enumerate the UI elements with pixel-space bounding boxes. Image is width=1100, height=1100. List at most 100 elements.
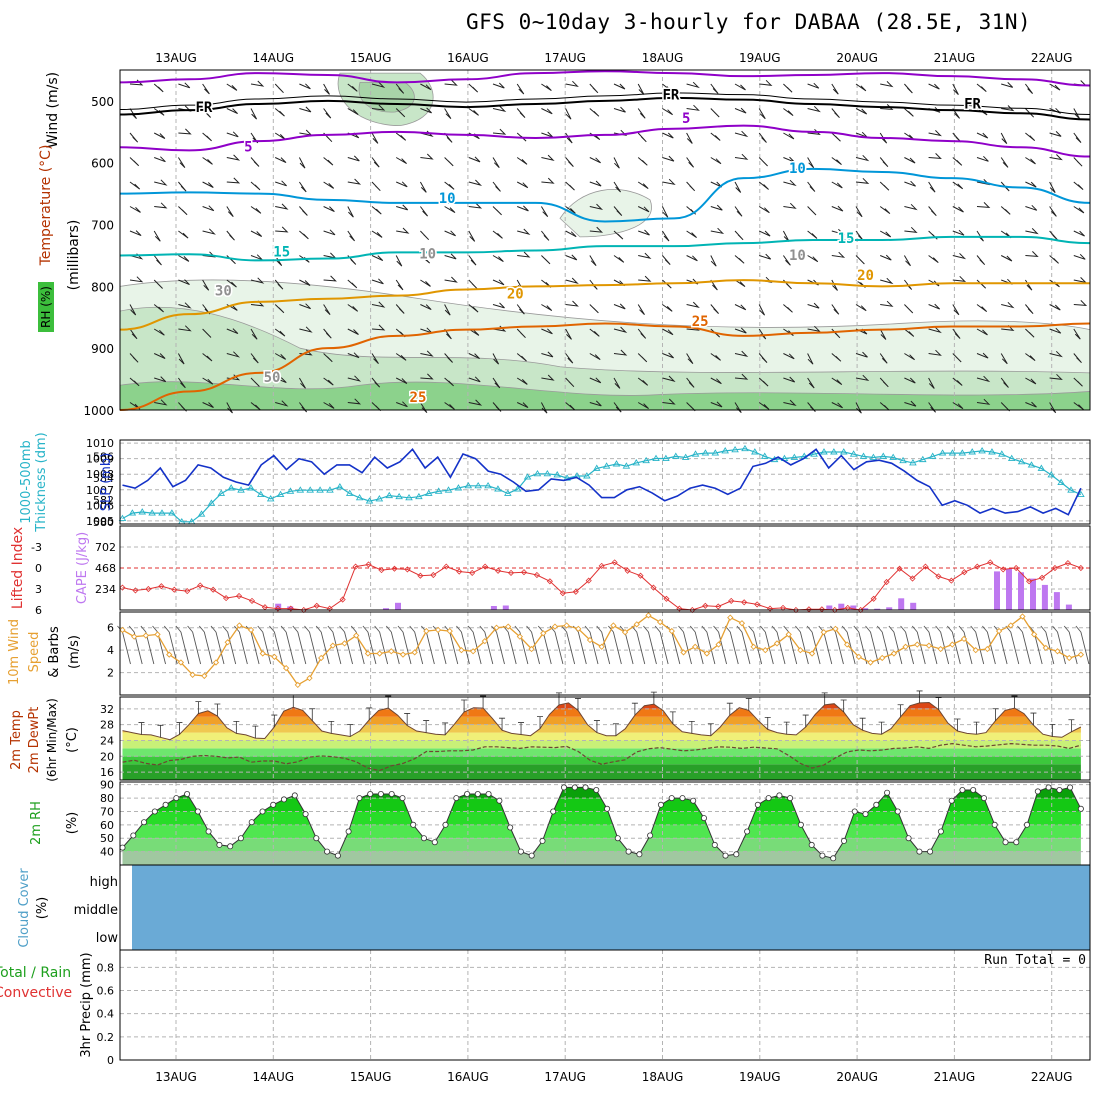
rh-marker: [668, 795, 675, 802]
wind-barb: [250, 181, 261, 191]
minmax-whisker: [726, 702, 733, 716]
wind-barb: [396, 204, 409, 211]
wind-speed-marker: [388, 648, 395, 655]
wind-barb: [250, 206, 262, 214]
wind-barb: [371, 377, 381, 388]
temperature-band: [122, 764, 1081, 780]
thickness-marker: [721, 447, 729, 454]
isotherm-label: 50: [264, 370, 281, 386]
thickness-axis-label-2: Thickness (dm): [34, 432, 49, 532]
wind10m-barb: [175, 625, 190, 665]
isotherm-line: [119, 96, 1091, 121]
slp-axis-label: SLP (mb): [99, 453, 114, 512]
thickness-tick-label: 580: [93, 516, 114, 529]
wind-barb: [202, 181, 214, 188]
lifted-index-marker: [559, 590, 566, 597]
rh-marker: [754, 801, 761, 808]
wind-barb: [710, 132, 721, 141]
wind10m-barb: [678, 625, 692, 665]
thickness-marker: [474, 481, 482, 489]
wind-barb: [226, 279, 237, 288]
wind-barb: [129, 108, 137, 119]
wind-barb: [565, 377, 575, 388]
wind-barb: [1001, 82, 1014, 88]
wind-speed-marker: [890, 650, 898, 657]
wind-barb: [710, 157, 722, 165]
wind-speed-marker: [505, 623, 512, 630]
wind-barb: [734, 130, 749, 138]
wind10m-barb: [491, 625, 505, 665]
thickness-marker: [257, 490, 265, 497]
lifted-index-marker: [961, 569, 968, 576]
wind-speed-marker: [481, 638, 488, 645]
wind-barb: [178, 302, 192, 309]
wind-barb: [879, 157, 889, 168]
li-tick-label: -3: [31, 541, 42, 554]
wind-speed-marker: [259, 650, 266, 657]
minmax-whisker: [404, 713, 411, 726]
wind-barb: [347, 279, 358, 289]
dewpoint-line: [122, 742, 1082, 772]
wind-barb: [880, 81, 894, 88]
wind-barb: [686, 278, 699, 285]
wind-speed-marker: [1031, 631, 1038, 638]
wind-barb: [783, 108, 794, 117]
wind-barb: [904, 377, 916, 384]
wind-barb: [976, 398, 991, 405]
rh-tick-label: 80: [100, 792, 114, 805]
wind10m-barb: [479, 625, 494, 665]
wind-speed-marker: [586, 636, 594, 644]
wind-barb: [710, 83, 719, 94]
wind-barb: [202, 328, 212, 338]
wind-barb: [274, 279, 284, 290]
wind-barb: [1025, 228, 1039, 235]
thickness-marker: [227, 484, 235, 491]
cape-bar: [994, 571, 1000, 610]
wind-barb: [758, 132, 767, 143]
slp-tick-label: 1009: [86, 453, 114, 466]
thickness-marker: [642, 456, 650, 464]
wind-barb: [565, 80, 579, 87]
wind-speed-marker: [142, 632, 149, 639]
wind-barb: [468, 376, 481, 383]
rh-marker: [194, 808, 201, 815]
wind10m-barb: [269, 625, 283, 665]
wind-barb: [396, 181, 408, 188]
wind-speed-marker: [177, 659, 185, 666]
wind10m-barb: [982, 625, 996, 665]
wind-barb: [347, 178, 362, 185]
wind-speed-marker: [282, 664, 290, 672]
cape-bar: [862, 608, 869, 610]
wind10m-barb: [643, 625, 657, 665]
wind10m-barb: [385, 625, 400, 665]
lifted-index-marker: [339, 596, 346, 603]
wind-barb: [589, 108, 600, 117]
wind-barb: [928, 303, 941, 310]
wind-barb: [807, 206, 817, 216]
isotherm-label: 20: [507, 287, 524, 303]
minmax-whisker: [593, 720, 600, 733]
lifted-index-marker: [676, 605, 683, 612]
lifted-index-marker: [210, 586, 217, 593]
wind-barb: [928, 206, 937, 217]
wind-barb: [323, 377, 334, 386]
wind-barb: [638, 229, 650, 236]
wind-barb: [178, 325, 192, 332]
rh-marker: [496, 797, 503, 804]
wind-barb: [831, 157, 842, 166]
cloud-level-high: high: [90, 875, 118, 890]
rh-band: [122, 838, 1081, 852]
wind-barb: [1001, 301, 1015, 309]
thickness-marker: [928, 452, 937, 459]
wind-barb: [323, 108, 332, 119]
day-label-top: 22AUG: [1031, 51, 1073, 65]
wind-barb: [129, 181, 141, 190]
wind-barb: [1049, 181, 1056, 193]
wind-barb: [347, 398, 362, 405]
thickness-marker: [879, 452, 888, 459]
thickness-marker: [1067, 486, 1075, 493]
wind10m-barb: [397, 625, 412, 665]
day-label-top: 14AUG: [253, 51, 295, 65]
wind-barb: [274, 157, 287, 164]
